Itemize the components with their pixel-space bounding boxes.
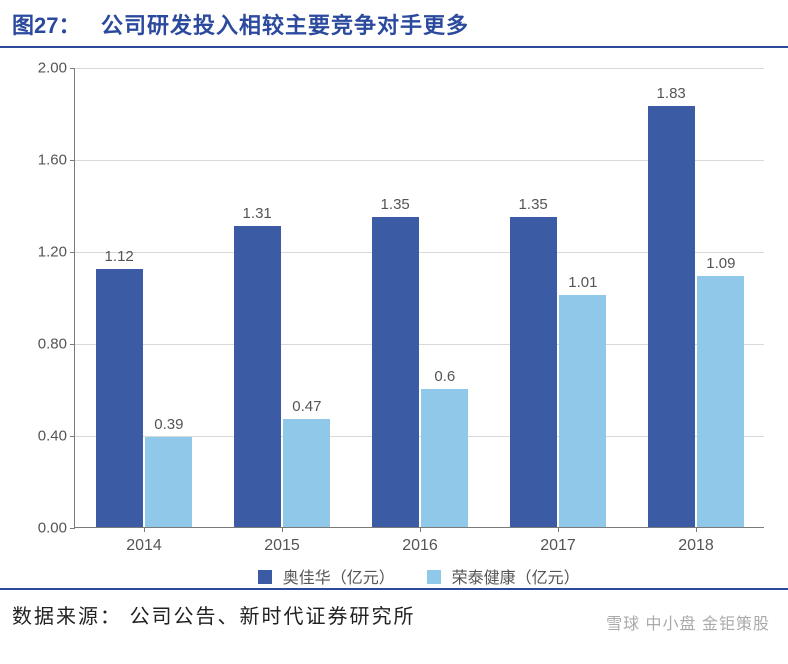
xtick-mark: [282, 527, 283, 532]
bar-value-label: 1.12: [105, 248, 134, 265]
xtick-mark: [558, 527, 559, 532]
bar-value-label: 0.6: [434, 368, 455, 385]
ytick-mark: [70, 252, 75, 253]
ytick-mark: [70, 160, 75, 161]
figure-number: 图27：: [12, 13, 80, 38]
bar-value-label: 0.39: [154, 416, 183, 433]
source-text: 公司公告、新时代证券研究所: [130, 606, 416, 628]
bar: [421, 389, 468, 527]
legend: 奥佳华（亿元） 荣泰健康（亿元）: [74, 564, 764, 588]
ytick-mark: [70, 68, 75, 69]
bar-value-label: 1.01: [568, 274, 597, 291]
xtick-label: 2015: [264, 537, 300, 555]
figure-title-row: 图27： 公司研发投入相较主要竞争对手更多: [0, 0, 788, 48]
legend-item-1: 奥佳华（亿元）: [258, 564, 394, 588]
xtick-mark: [696, 527, 697, 532]
bar: [372, 217, 419, 528]
ytick-mark: [70, 436, 75, 437]
legend-item-2: 荣泰健康（亿元）: [427, 564, 579, 588]
legend-swatch-1: [258, 570, 272, 584]
xtick-label: 2014: [126, 537, 162, 555]
xtick-label: 2018: [678, 537, 714, 555]
xtick-mark: [420, 527, 421, 532]
bar: [697, 276, 744, 527]
ytick-label: 1.60: [25, 152, 67, 169]
legend-swatch-2: [427, 570, 441, 584]
bar-value-label: 1.35: [381, 196, 410, 213]
bar: [283, 419, 330, 527]
xtick-label: 2016: [402, 537, 438, 555]
chart-container: 0.00 0.40 0.80 1.20 1.60 2.00 2014 1.12 0.39 2015…: [14, 58, 774, 588]
bar-value-label: 1.35: [519, 196, 548, 213]
source-label: 数据来源：: [12, 606, 122, 628]
gridline: [75, 68, 764, 69]
source-row: 数据来源： 公司公告、新时代证券研究所: [0, 588, 788, 629]
bar: [145, 437, 192, 527]
ytick-label: 2.00: [25, 60, 67, 77]
legend-label-2: 荣泰健康（亿元）: [452, 570, 580, 587]
bar-value-label: 0.47: [292, 398, 321, 415]
ytick-mark: [70, 528, 75, 529]
plot-area: 0.000.400.801.201.602.0020141.120.392015…: [74, 68, 764, 528]
bar: [234, 226, 281, 527]
bar: [510, 217, 557, 528]
bar: [648, 106, 695, 527]
ytick-label: 0.80: [25, 336, 67, 353]
bar-value-label: 1.09: [706, 255, 735, 272]
bar: [96, 269, 143, 527]
bar: [559, 295, 606, 527]
ytick-mark: [70, 344, 75, 345]
figure-title: 公司研发投入相较主要竞争对手更多: [101, 13, 469, 38]
ytick-label: 0.40: [25, 428, 67, 445]
ytick-label: 1.20: [25, 244, 67, 261]
ytick-label: 0.00: [25, 520, 67, 537]
bar-value-label: 1.83: [657, 85, 686, 102]
bar-value-label: 1.31: [243, 205, 272, 222]
legend-label-1: 奥佳华（亿元）: [283, 570, 395, 587]
xtick-label: 2017: [540, 537, 576, 555]
xtick-mark: [144, 527, 145, 532]
